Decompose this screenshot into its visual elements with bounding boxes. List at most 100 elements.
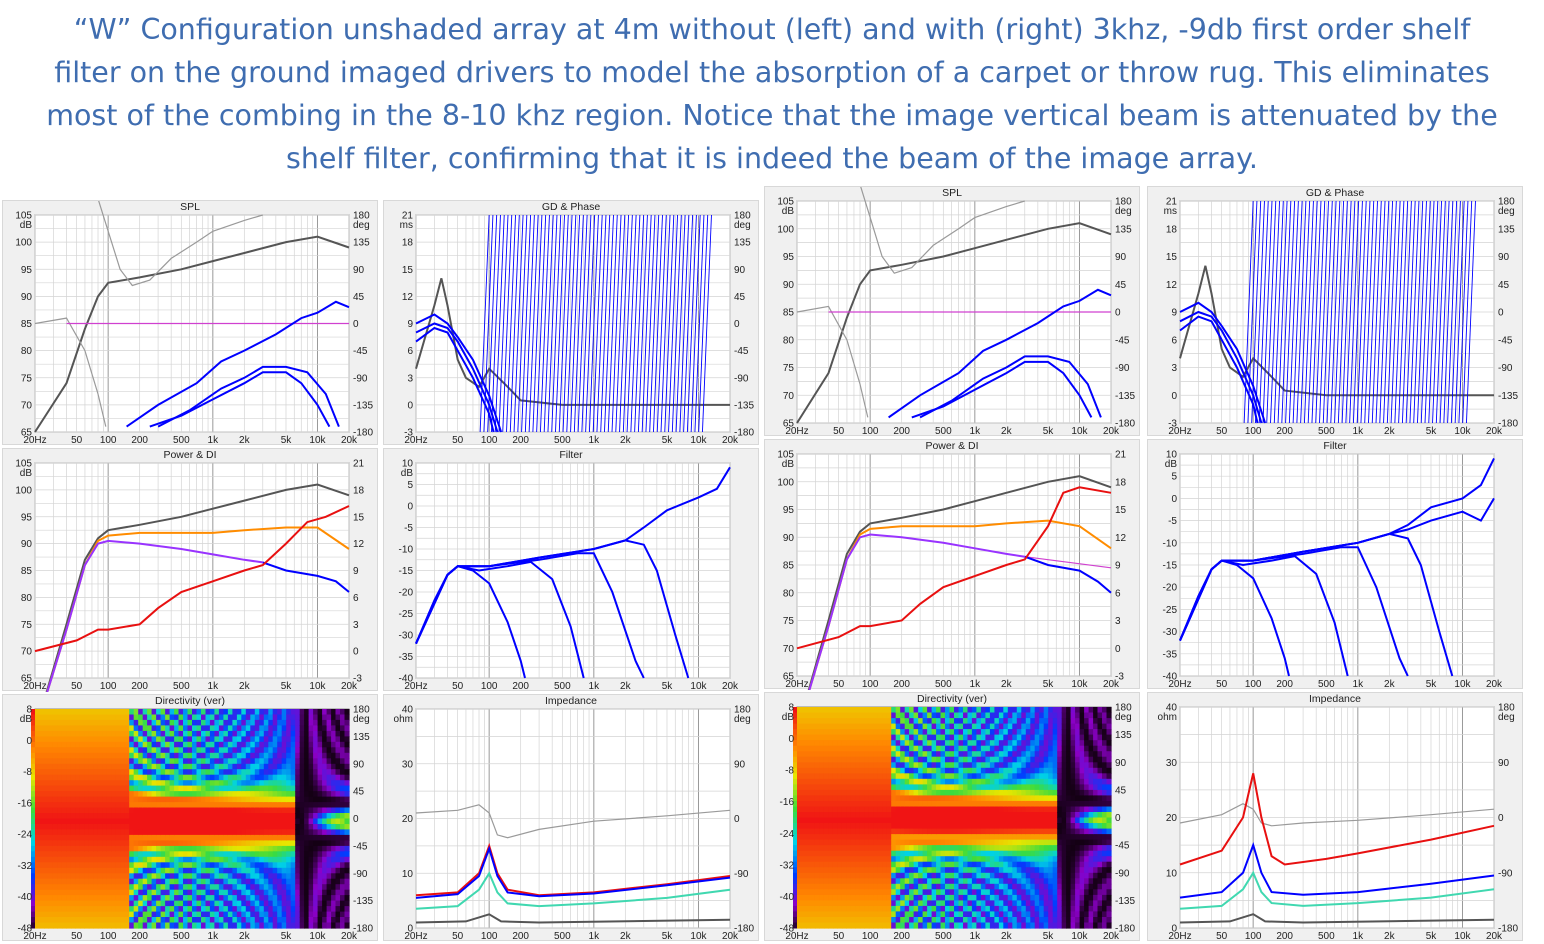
y2-tick-label: -3 — [353, 674, 362, 685]
heatmap-cell — [855, 806, 861, 813]
heatmap-cell — [52, 719, 58, 726]
heatmap-cell — [227, 714, 233, 721]
heatmap-cell — [147, 752, 153, 759]
heatmap-cell — [931, 806, 937, 813]
heatmap-cell — [129, 807, 135, 814]
heatmap-cell — [317, 873, 323, 880]
heatmap-cell — [797, 806, 803, 813]
heatmap-cell — [286, 791, 292, 798]
heatmap-cell — [201, 878, 207, 885]
heatmap-cell — [304, 774, 310, 781]
heatmap-cell — [160, 802, 166, 809]
heatmap-cell — [259, 736, 265, 743]
heatmap-cell — [855, 922, 861, 929]
heatmap-cell — [295, 895, 301, 902]
heatmap-cell — [187, 780, 193, 787]
heatmap-cell — [801, 800, 807, 807]
heatmap-cell — [864, 845, 870, 852]
heatmap-cell — [344, 752, 350, 759]
heatmap-cell — [133, 889, 139, 896]
dir-right-svg: 20Hz 50 100 200 500 1k 2k 5k 10k 20k80-8-16-24-32… — [780, 703, 1136, 943]
heatmap-cell — [882, 889, 888, 896]
heatmap-cell — [340, 807, 346, 814]
heatmap-cell — [326, 758, 332, 765]
heatmap-cell — [214, 884, 220, 891]
heatmap-cell — [344, 878, 350, 885]
heatmap-cell — [97, 862, 103, 869]
heatmap-cell — [102, 747, 108, 754]
heatmap-cell — [209, 862, 215, 869]
heatmap-cell — [855, 850, 861, 857]
heatmap-cell — [48, 714, 54, 721]
heatmap-cell — [57, 802, 63, 809]
heatmap-cell — [909, 756, 915, 763]
heatmap-cell — [174, 862, 180, 869]
heatmap-cell — [66, 917, 72, 924]
heatmap-cell — [340, 802, 346, 809]
heatmap-cell — [57, 911, 63, 918]
series-line — [808, 533, 1025, 690]
color-scale-step — [31, 895, 35, 902]
heatmap-cell — [61, 719, 67, 726]
phase-trace — [1417, 200, 1427, 424]
heatmap-cell — [174, 818, 180, 825]
heatmap-cell — [250, 796, 256, 803]
x-tick-label: 100 — [100, 435, 117, 446]
heatmap-cell — [801, 795, 807, 802]
heatmap-cell — [272, 906, 278, 913]
heatmap-cell — [810, 800, 816, 807]
heatmap-cell — [340, 867, 346, 874]
heatmap-cell — [192, 780, 198, 787]
heatmap-cell — [877, 795, 883, 802]
heatmap-cell — [304, 873, 310, 880]
heatmap-cell — [106, 736, 112, 743]
heatmap-cell — [295, 774, 301, 781]
heatmap-cell — [79, 741, 85, 748]
heatmap-cell — [344, 818, 350, 825]
heatmap-cell — [873, 905, 879, 912]
heatmap-cell — [308, 741, 314, 748]
heatmap-cell — [236, 807, 242, 814]
heatmap-cell — [120, 736, 126, 743]
heatmap-cell — [913, 911, 919, 918]
heatmap-cell — [931, 756, 937, 763]
heatmap-cell — [106, 878, 112, 885]
heatmap-cell — [196, 785, 202, 792]
phase-trace — [543, 214, 554, 433]
heatmap-cell — [886, 828, 892, 835]
heatmap-cell — [259, 725, 265, 732]
heatmap-cell — [873, 839, 879, 846]
heatmap-cell — [868, 817, 874, 824]
heatmap-cell — [340, 889, 346, 896]
heatmap-cell — [93, 824, 99, 831]
heatmap-cell — [183, 911, 189, 918]
heatmap-cell — [147, 791, 153, 798]
heatmap-cell — [268, 709, 274, 716]
series-line — [415, 871, 731, 910]
phase-trace — [585, 214, 596, 433]
heatmap-cell — [850, 922, 856, 929]
heatmap-cell — [340, 922, 346, 929]
heatmap-cell — [124, 884, 130, 891]
heatmap-cell — [111, 752, 117, 759]
heatmap-cell — [317, 845, 323, 852]
heatmap-cell — [61, 752, 67, 759]
heatmap-cell — [214, 840, 220, 847]
heatmap-cell — [823, 823, 829, 830]
heatmap-cell — [344, 845, 350, 852]
y-tick-label: -16 — [18, 798, 33, 809]
heatmap-cell — [70, 840, 76, 847]
heatmap-cell — [138, 895, 144, 902]
phase-trace — [487, 214, 498, 433]
heatmap-cell — [806, 823, 812, 830]
heatmap-cell — [340, 824, 346, 831]
heatmap-cell — [178, 845, 184, 852]
heatmap-cell — [57, 714, 63, 721]
heatmap-cell — [84, 867, 90, 874]
heatmap-cell — [115, 769, 121, 776]
heatmap-cell — [106, 763, 112, 770]
heatmap-cell — [891, 723, 897, 730]
heatmap-cell — [196, 862, 202, 869]
filter-left-svg: 20Hz 50 100 200 500 1k 2k 5k 10k 20k1050-5-10-15-… — [399, 459, 740, 693]
heatmap-cell — [317, 758, 323, 765]
